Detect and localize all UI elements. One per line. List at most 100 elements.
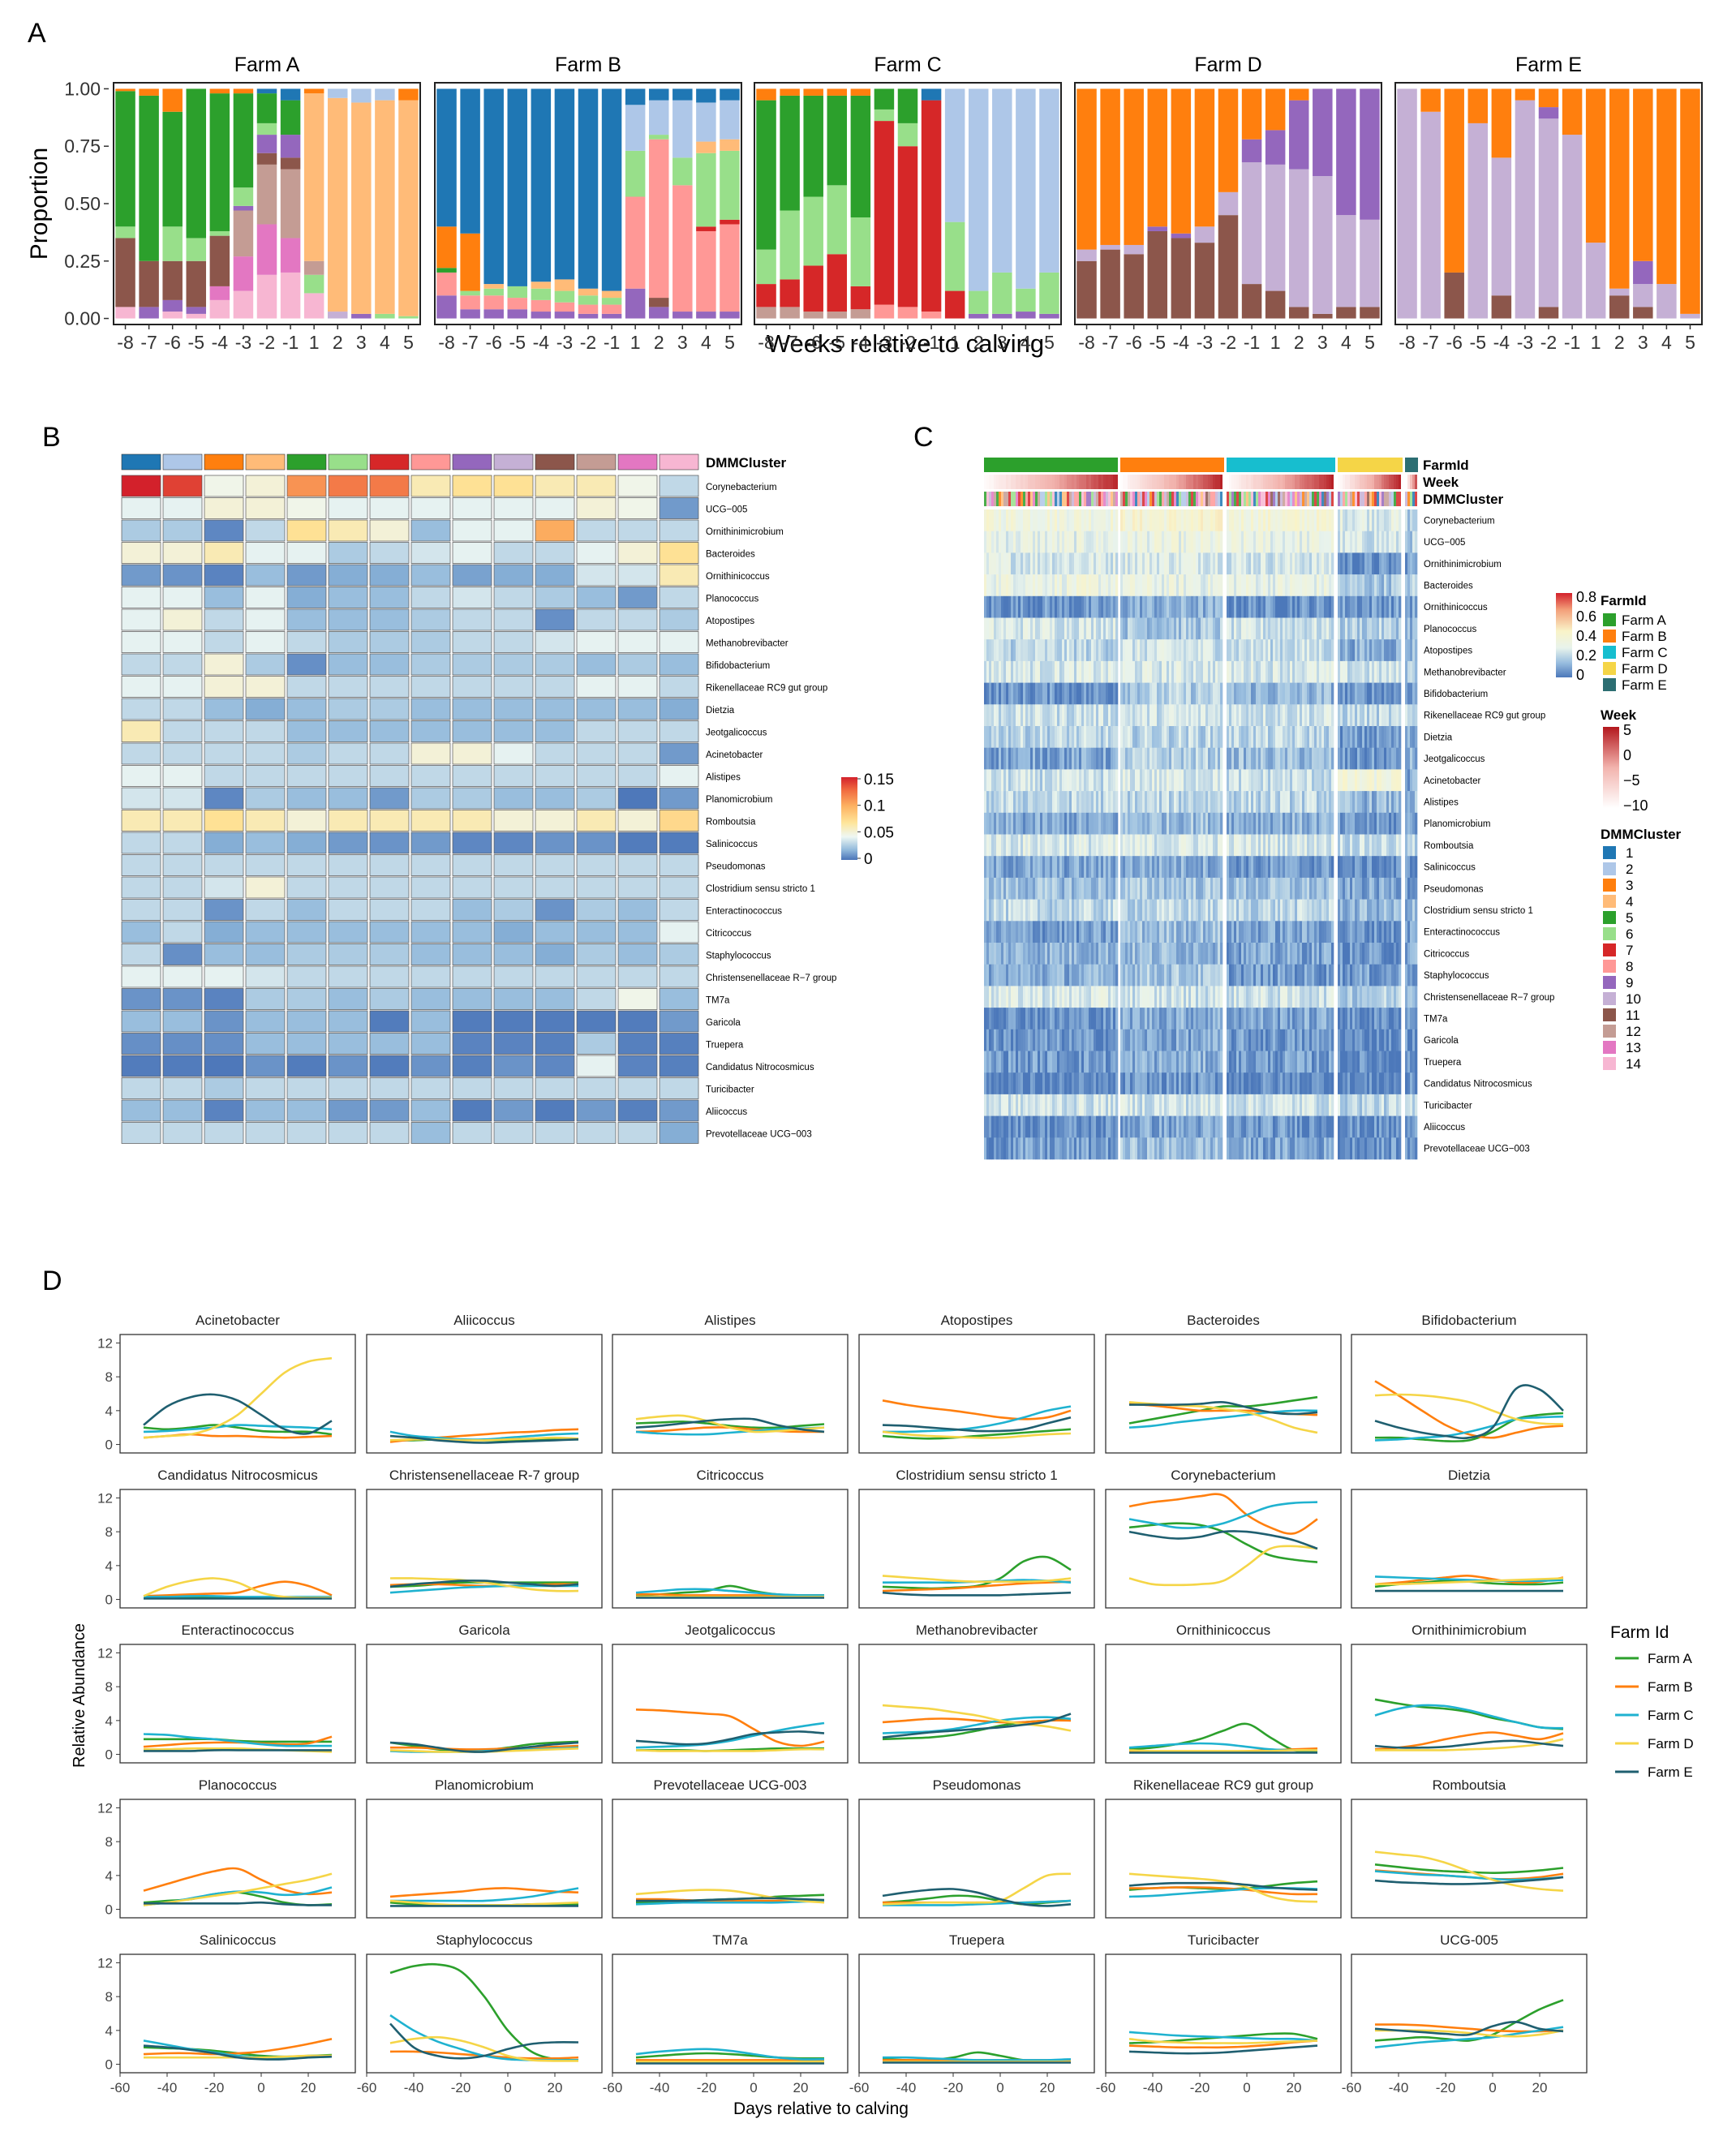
heat-cell bbox=[659, 765, 699, 787]
heat-cell bbox=[1208, 617, 1211, 640]
heat-cell bbox=[121, 608, 161, 631]
heat-cell bbox=[1137, 660, 1141, 683]
heat-cell bbox=[1154, 531, 1158, 553]
heat-cell bbox=[1350, 574, 1353, 597]
heat-cell bbox=[994, 812, 997, 835]
heat-cell bbox=[1369, 617, 1373, 640]
heat-cell bbox=[1304, 617, 1308, 640]
heat-cell bbox=[1193, 791, 1197, 814]
cluster-annotation-cell bbox=[1372, 492, 1374, 506]
heat-cell bbox=[1391, 531, 1394, 553]
heat-cell bbox=[162, 832, 203, 854]
heat-cell bbox=[1292, 943, 1296, 965]
heat-cell bbox=[1106, 509, 1109, 531]
heat-cell bbox=[1362, 899, 1365, 922]
heat-cell bbox=[1130, 856, 1133, 879]
heat-cell bbox=[1181, 595, 1184, 618]
heat-cell bbox=[1248, 769, 1252, 792]
heat-cell bbox=[1081, 943, 1085, 965]
heat-cell bbox=[1113, 552, 1116, 575]
heat-cell bbox=[1157, 812, 1160, 835]
heat-cell bbox=[1307, 791, 1310, 814]
heat-cell bbox=[1179, 856, 1182, 879]
heat-cell bbox=[1008, 574, 1012, 597]
bar-segment-farm-a-week--1-cluster-9 bbox=[280, 135, 301, 158]
heat-cell bbox=[1169, 726, 1172, 748]
row-label: UCG−005 bbox=[706, 505, 747, 514]
bar-segment-farm-c-week-4-cluster-2 bbox=[1016, 88, 1036, 289]
heat-cell bbox=[1035, 617, 1038, 640]
heat-cell bbox=[1091, 769, 1094, 792]
heat-cell bbox=[286, 1010, 327, 1033]
heat-cell bbox=[1326, 660, 1330, 683]
heat-cell bbox=[617, 587, 658, 608]
heat-cell bbox=[1407, 791, 1411, 814]
heat-cell bbox=[204, 653, 244, 676]
heat-cell bbox=[1091, 595, 1094, 618]
heat-cell bbox=[1290, 747, 1293, 770]
heat-cell bbox=[1181, 574, 1184, 597]
heat-cell bbox=[1132, 921, 1136, 943]
heat-cell bbox=[1338, 812, 1341, 835]
heat-cell bbox=[1210, 682, 1214, 705]
heat-cell bbox=[1229, 509, 1232, 531]
heat-cell bbox=[1307, 769, 1310, 792]
heat-cell bbox=[1162, 531, 1165, 553]
heat-cell bbox=[1295, 921, 1298, 943]
heat-cell bbox=[1103, 834, 1106, 857]
heat-cell bbox=[1171, 726, 1175, 748]
heat-cell bbox=[1154, 617, 1158, 640]
heat-cell bbox=[1263, 834, 1266, 857]
heat-cell bbox=[1137, 509, 1141, 531]
heat-cell bbox=[1379, 943, 1382, 965]
heat-cell bbox=[1045, 595, 1048, 618]
heat-cell bbox=[1304, 834, 1308, 857]
heat-cell bbox=[1176, 660, 1180, 683]
heat-cell bbox=[1307, 660, 1310, 683]
bar-segment-farm-e-week-1-cluster-10 bbox=[1585, 243, 1606, 319]
heat-cell bbox=[1033, 921, 1036, 943]
heat-cell bbox=[1415, 834, 1418, 857]
heat-cell bbox=[984, 899, 987, 922]
heat-cell bbox=[1278, 856, 1281, 879]
heat-cell bbox=[1120, 726, 1124, 748]
heat-cell bbox=[1115, 921, 1119, 943]
heat-cell bbox=[493, 608, 534, 631]
heat-cell bbox=[1089, 682, 1092, 705]
heat-cell bbox=[1062, 704, 1065, 727]
heat-cell bbox=[1001, 574, 1004, 597]
heat-cell bbox=[1287, 899, 1291, 922]
heat-cell bbox=[1033, 531, 1036, 553]
cluster-annotation-cell bbox=[1360, 492, 1362, 506]
heat-cell bbox=[1357, 856, 1360, 879]
heat-cell bbox=[1067, 509, 1070, 531]
heat-cell bbox=[1283, 660, 1286, 683]
heat-cell bbox=[1021, 574, 1024, 597]
heat-cell bbox=[1169, 791, 1172, 814]
heat-cell bbox=[1357, 509, 1360, 531]
heat-cell bbox=[1396, 943, 1399, 965]
heat-cell bbox=[1338, 704, 1341, 727]
bar-segment-farm-d-week--1-cluster-3 bbox=[1241, 88, 1262, 140]
heat-cell bbox=[1130, 921, 1133, 943]
heat-cell bbox=[1191, 595, 1194, 618]
heat-cell bbox=[1329, 747, 1332, 770]
heat-cell bbox=[1297, 769, 1300, 792]
heat-cell bbox=[1241, 921, 1244, 943]
heat-cell bbox=[1367, 704, 1370, 727]
heat-cell bbox=[1312, 704, 1315, 727]
heat-cell bbox=[1364, 899, 1368, 922]
heat-cell bbox=[1008, 595, 1012, 618]
bar-segment-farm-a-week-3-cluster-2 bbox=[351, 88, 372, 103]
heat-cell bbox=[1011, 704, 1014, 727]
heat-cell bbox=[1115, 964, 1119, 986]
heat-cell bbox=[1040, 704, 1043, 727]
heat-cell bbox=[1345, 791, 1348, 814]
bar-segment-farm-e-week-2-cluster-3 bbox=[1609, 88, 1630, 289]
week-annotation-cell bbox=[1159, 475, 1162, 489]
week-annotation-cell bbox=[1331, 475, 1334, 489]
heat-cell bbox=[1314, 834, 1317, 857]
heat-cell bbox=[1123, 552, 1126, 575]
heat-cell bbox=[369, 787, 410, 810]
heat-cell bbox=[1008, 747, 1012, 770]
